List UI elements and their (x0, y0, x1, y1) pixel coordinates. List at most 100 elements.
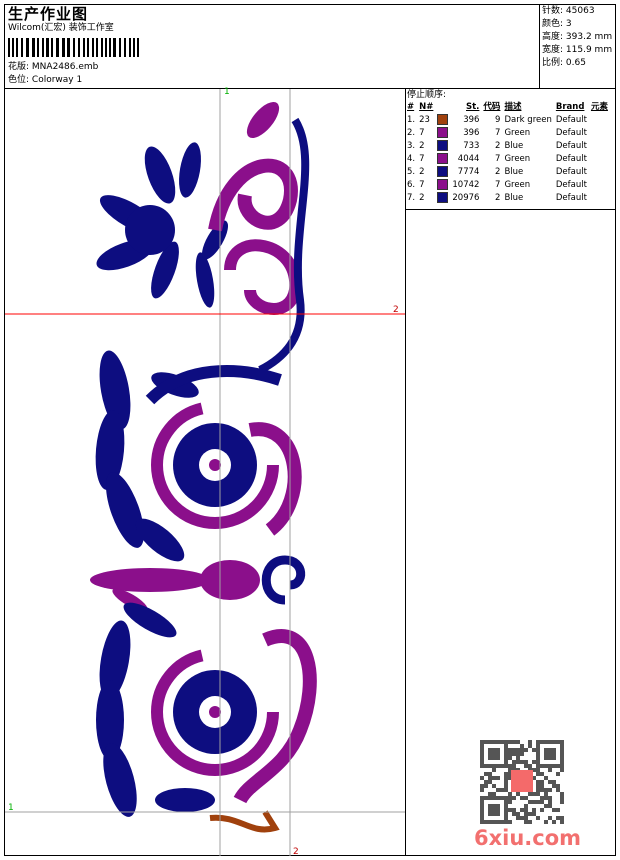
table-row: 3. 2 733 2 Blue Default (405, 140, 610, 153)
row-index: 4. (407, 154, 416, 164)
colorway-value: Colorway 1 (31, 75, 83, 85)
guide-label-left: 1 (8, 803, 14, 813)
row-code: 2 (495, 193, 501, 203)
row-n: 7 (419, 154, 425, 164)
acanthus-leaf-bottom (155, 788, 215, 812)
acanthus-leaf-middle (95, 410, 125, 490)
acanthus-leaf-top (144, 146, 176, 204)
design-value: MNA2486.emb (31, 62, 99, 72)
row-code: 9 (495, 115, 501, 125)
stats-divider (539, 4, 540, 88)
seal-stamp (511, 770, 533, 792)
row-code: 7 (495, 154, 501, 164)
blue-spiral (261, 555, 306, 605)
color-swatch (435, 166, 450, 179)
row-stitches: 20976 (452, 193, 480, 203)
row-n: 7 (419, 128, 425, 138)
row-stitches: 396 (463, 128, 480, 138)
col-brand: Brand (555, 102, 585, 112)
row-n: 2 (419, 141, 425, 151)
colorway-label: 色位: (8, 75, 30, 85)
color-swatch (435, 153, 450, 166)
row-code: 2 (495, 167, 501, 177)
col-stitches: St. (466, 102, 480, 112)
row-desc: Blue (504, 193, 524, 203)
page-frame (4, 4, 616, 856)
row-index: 7. (407, 193, 416, 203)
blue-arc (145, 365, 282, 405)
acanthus-leaf-top (179, 142, 201, 198)
table-header: # N# St. 代码 描述 Brand 元素 (405, 101, 610, 114)
purple-fleur (90, 568, 210, 592)
color-swatch (435, 192, 450, 205)
stat-width: 宽度: 115.9 mm (542, 45, 613, 55)
table-row: 4. 7 4044 7 Green Default (405, 153, 610, 166)
acanthus-leaf-middle (106, 472, 144, 548)
company-name: Wilcom(汇宏) 装饰工作室 (8, 23, 114, 33)
guide-label-right: 2 (393, 305, 399, 315)
color-swatch (435, 179, 450, 192)
acanthus-leaf-top (151, 241, 179, 299)
design-label: 花版: (8, 62, 30, 72)
acanthus-leaf-bottom (99, 620, 131, 700)
row-code: 7 (495, 180, 501, 190)
qr-code (480, 740, 564, 824)
brown-motif (209, 810, 280, 833)
row-index: 3. (407, 141, 416, 151)
purple-fleur-center (200, 560, 260, 600)
acanthus-leaf-middle (135, 518, 185, 562)
row-index: 1. (407, 115, 416, 125)
table-row: 7. 2 20976 2 Blue Default (405, 192, 610, 205)
row-code: 2 (495, 141, 501, 151)
stop-sequence-title: 停止顺序: (407, 90, 447, 100)
stop-sequence-table: # N# St. 代码 描述 Brand 元素 1. 23 396 9 Dark… (405, 101, 610, 205)
row-brand: Default (555, 141, 587, 151)
stat-height: 高度: 393.2 mm (542, 32, 613, 42)
row-stitches: 733 (463, 141, 480, 151)
col-code: 代码 (483, 102, 501, 112)
row-brand: Default (555, 154, 587, 164)
acanthus-leaf-bottom (96, 680, 124, 760)
panel-divider (405, 88, 406, 856)
watermark-logo: 6xiu.com (474, 826, 582, 850)
row-desc: Green (504, 128, 531, 138)
row-brand: Default (555, 115, 587, 125)
row-index: 5. (407, 167, 416, 177)
acanthus-leaf-top (125, 205, 175, 255)
row-n: 23 (419, 115, 430, 125)
acanthus-leaf-middle (99, 350, 131, 430)
table-row: 1. 23 396 9 Dark green Default (405, 114, 610, 127)
rosette-core (209, 706, 221, 718)
row-brand: Default (555, 180, 587, 190)
table-row: 6. 7 10742 7 Green Default (405, 179, 610, 192)
row-brand: Default (555, 128, 587, 138)
purple-scroll-top-2 (224, 239, 302, 315)
page-title: 生产作业图 (8, 5, 89, 23)
stat-scale: 比例: 0.65 (542, 58, 586, 68)
purple-scroll-low (233, 629, 317, 804)
design-file: 花版: MNA2486.emb (8, 62, 98, 73)
table-divider (405, 209, 616, 210)
row-stitches: 10742 (452, 180, 480, 190)
stat-colors: 颜色: 3 (542, 19, 572, 29)
row-brand: Default (555, 167, 587, 177)
color-swatch (435, 140, 450, 153)
col-index: # (407, 102, 415, 112)
color-swatch (435, 114, 450, 127)
row-n: 2 (419, 167, 425, 177)
purple-ring (151, 401, 279, 529)
row-brand: Default (555, 193, 587, 203)
row-desc: Dark green (504, 115, 552, 125)
blue-stem-right (258, 117, 310, 374)
barcode (8, 38, 143, 57)
guide-label-top: 1 (224, 87, 230, 97)
row-n: 2 (419, 193, 425, 203)
col-n: N# (419, 102, 434, 112)
stat-stitches: 针数: 45063 (542, 6, 595, 16)
purple-bud-top (246, 101, 280, 139)
row-desc: Green (504, 180, 531, 190)
row-desc: Blue (504, 167, 524, 177)
purple-scroll-top (208, 158, 298, 232)
col-element: 元素 (590, 102, 608, 112)
